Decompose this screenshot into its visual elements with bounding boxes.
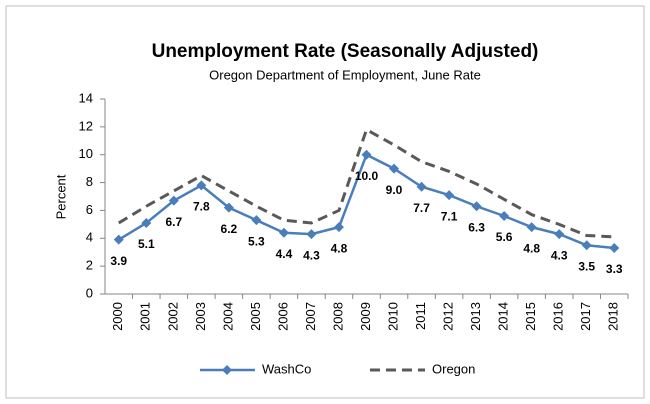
data-label: 4.8 [523, 241, 540, 255]
point [333, 222, 344, 233]
point [609, 243, 620, 254]
y-tick-label: 14 [79, 90, 93, 105]
x-tick-label: 2002 [165, 302, 180, 331]
x-tick-label: 2014 [496, 302, 511, 331]
chart-title: Unemployment Rate (Seasonally Adjusted) [152, 41, 539, 62]
y-tick-label: 12 [79, 118, 93, 133]
y-tick-label: 6 [86, 202, 93, 217]
x-tick-label: 2006 [275, 302, 290, 331]
point [499, 211, 510, 221]
y-tick-label: 0 [86, 285, 93, 300]
data-label: 6.7 [165, 215, 182, 229]
point [168, 195, 179, 206]
y-tick-label: 4 [86, 230, 93, 245]
data-label: 3.3 [606, 262, 623, 276]
legend-marker [222, 365, 232, 375]
x-tick-label: 2008 [330, 302, 345, 331]
point [471, 201, 482, 212]
point [278, 227, 289, 238]
point [554, 229, 565, 240]
point [389, 163, 400, 174]
x-tick-label: 2015 [523, 302, 538, 331]
x-tick-label: 2001 [138, 302, 153, 331]
x-tick-label: 2017 [578, 302, 593, 331]
y-tick-label: 2 [86, 258, 93, 273]
point [113, 234, 124, 245]
data-label: 3.9 [110, 254, 127, 268]
legend-label: WashCo [262, 361, 311, 376]
point [416, 181, 427, 192]
point [526, 222, 537, 233]
y-tick-label: 8 [86, 174, 93, 189]
data-label: 6.3 [468, 220, 485, 234]
point [306, 229, 317, 240]
point [581, 240, 592, 251]
x-tick-label: 2016 [551, 302, 566, 331]
x-tick-label: 2012 [441, 302, 456, 331]
data-label: 4.8 [331, 241, 348, 255]
data-label: 5.3 [248, 234, 265, 248]
chart-frame [5, 5, 645, 399]
x-tick-label: 2007 [303, 302, 318, 331]
x-tick-label: 2010 [385, 302, 400, 331]
chart-subtitle: Oregon Department of Employment, June Ra… [209, 67, 481, 82]
x-tick-label: 2018 [606, 302, 621, 331]
data-label: 4.4 [276, 247, 293, 261]
data-label: 7.8 [193, 200, 210, 214]
point [444, 190, 455, 201]
point [196, 180, 207, 191]
data-label: 7.7 [413, 201, 430, 215]
x-tick-label: 2009 [358, 302, 373, 331]
x-tick-label: 2000 [110, 302, 125, 331]
data-label: 9.0 [386, 183, 403, 197]
x-tick-label: 2003 [193, 302, 208, 331]
point [223, 202, 234, 213]
x-tick-label: 2005 [248, 302, 263, 331]
data-label: 5.6 [496, 230, 513, 244]
point [251, 215, 262, 226]
x-tick-label: 2011 [413, 302, 428, 330]
oregon-line [117, 127, 615, 239]
point [361, 149, 372, 160]
data-label: 5.1 [138, 237, 155, 251]
point [141, 217, 152, 228]
legend-label: Oregon [432, 361, 475, 376]
y-axis-label: Percent [53, 174, 68, 219]
data-label: 6.2 [221, 222, 238, 236]
data-label: 7.1 [441, 209, 458, 223]
data-label: 4.3 [303, 248, 320, 262]
x-tick-label: 2004 [220, 302, 235, 331]
data-label: 10.0 [355, 169, 379, 183]
data-label: 3.5 [578, 259, 595, 273]
data-label: 4.3 [551, 248, 568, 262]
x-tick-label: 2013 [468, 302, 483, 331]
y-tick-label: 10 [79, 146, 93, 161]
